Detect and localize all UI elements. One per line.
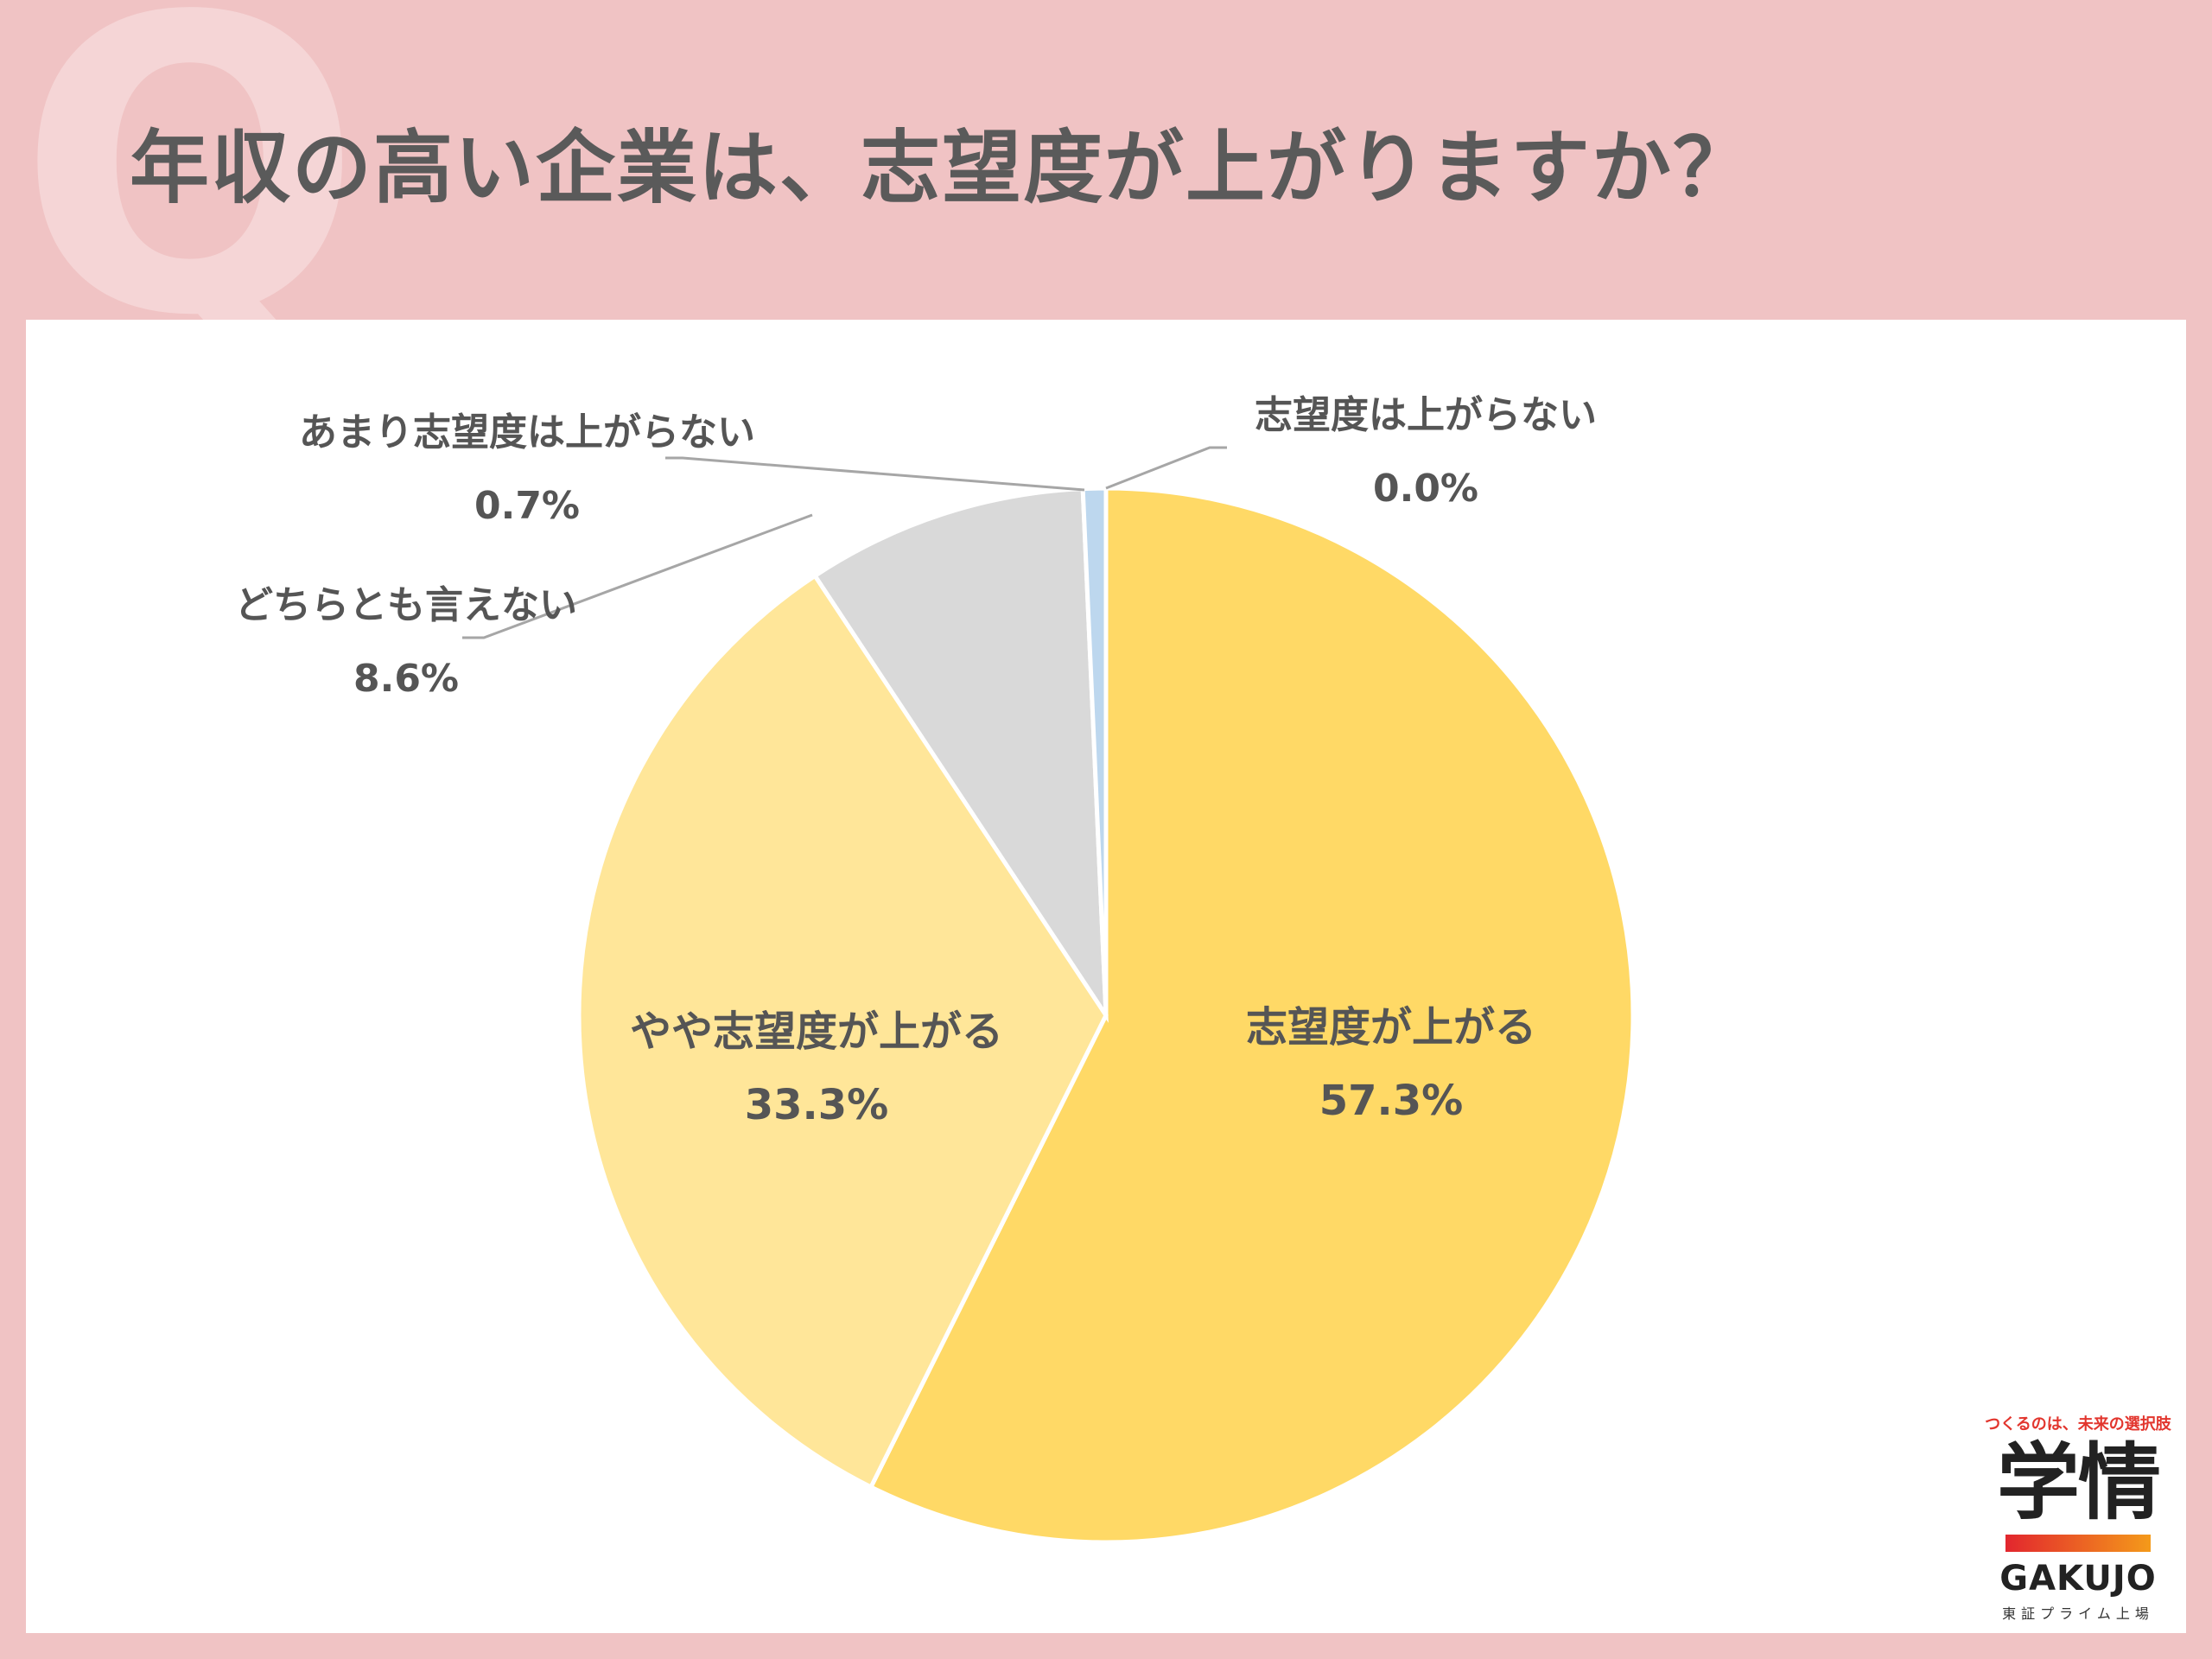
pie-slice	[868, 486, 1636, 1545]
logo-subtitle: 東証プライム上場	[2002, 1605, 2154, 1622]
slice-value-label: 33.3%	[745, 1081, 889, 1129]
pie-slice	[576, 572, 1109, 1491]
slice-value-label: 0.7%	[474, 484, 580, 528]
logo-bar	[2005, 1535, 2151, 1552]
slice-label: 志望度は上がらない	[1255, 393, 1597, 437]
leader-line	[462, 513, 813, 639]
leader-line	[1105, 446, 1227, 490]
chart-panel: 志望度が上がる 57.3% やや志望度が上がる 33.3% どちらとも言えない 8.6% あ…	[26, 320, 2186, 1633]
pie-slice	[811, 486, 1109, 1023]
logo-kanji: 学情	[1997, 1434, 2161, 1532]
slice-value-label: 8.6%	[353, 657, 459, 701]
slice-label: あまり志望度は上がらない	[299, 410, 755, 454]
gakujo-logo: つくるのは、未来の選択肢 学情 GAKUJO 東証プライム上場	[1979, 1412, 2177, 1623]
watermark-q: Q	[17, 0, 363, 404]
leader-line	[665, 456, 1085, 492]
slice-value-label: 0.0%	[1373, 467, 1478, 511]
page-title: 年収の高い企業は、志望度が上がりますか？	[130, 122, 1755, 214]
logo-tagline: つくるのは、未来の選択肢	[1985, 1415, 2171, 1434]
slice-label: どちらとも言えない	[235, 583, 577, 627]
slice-label: 志望度が上がる	[1246, 1003, 1536, 1052]
slice-label: やや志望度が上がる	[630, 1007, 1003, 1056]
slice-value-label: 57.3%	[1319, 1077, 1464, 1125]
logo-en: GAKUJO	[1999, 1559, 2157, 1599]
pie-chart: 志望度が上がる 57.3% やや志望度が上がる 33.3% どちらとも言えない 8.6% あ…	[235, 393, 1636, 1545]
